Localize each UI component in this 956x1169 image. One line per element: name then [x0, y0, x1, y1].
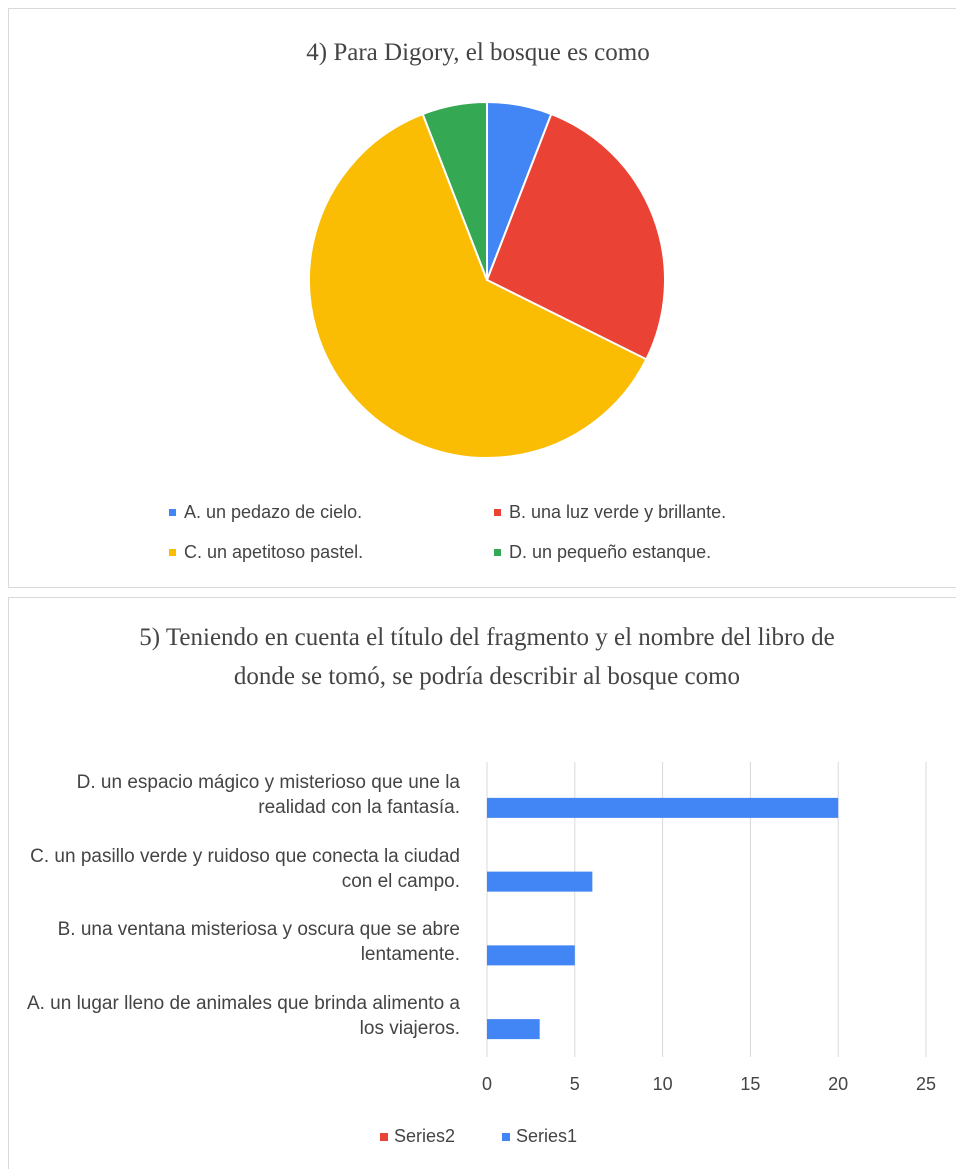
legend-label: B. una luz verde y brillante. [509, 502, 726, 522]
y-tick-label: D. un espacio mágico y misterioso que un… [76, 771, 460, 818]
x-tick-label: 10 [653, 1074, 673, 1094]
bar [487, 1019, 540, 1040]
legend-marker [502, 1133, 510, 1141]
legend-marker [169, 509, 176, 516]
legend-label: Series1 [516, 1126, 577, 1146]
pie-slice [421, 100, 488, 281]
legend-marker [494, 509, 501, 516]
legend-marker [380, 1133, 388, 1141]
legend-marker [494, 549, 501, 556]
x-tick-label: 0 [482, 1074, 492, 1094]
x-tick-label: 25 [916, 1074, 936, 1094]
chart-frame [8, 597, 956, 1169]
y-tick-label: C. un pasillo verde y ruidoso que conect… [30, 845, 460, 892]
chart-title: 4) Para Digory, el bosque es como [306, 39, 650, 66]
y-tick-label: A. un lugar lleno de animales que brinda… [26, 993, 460, 1040]
y-tick-label: B. una ventana misteriosa y oscura que s… [57, 919, 460, 966]
x-tick-label: 15 [740, 1074, 760, 1094]
pie-slice [308, 112, 648, 459]
pie-slice [485, 112, 666, 361]
bar [487, 797, 839, 818]
x-tick-label: 20 [828, 1074, 848, 1094]
legend-label: Series2 [394, 1126, 455, 1146]
legend-label: C. un apetitoso pastel. [184, 542, 363, 562]
legend-marker [169, 549, 176, 556]
bar [487, 945, 575, 966]
legend-label: A. un pedazo de cielo. [184, 502, 362, 522]
legend-label: D. un pequeño estanque. [509, 542, 711, 562]
chart-title: 5) Teniendo en cuenta el título del frag… [139, 624, 835, 690]
x-tick-label: 5 [570, 1074, 580, 1094]
bar [487, 871, 593, 892]
chart-frame [8, 8, 956, 588]
